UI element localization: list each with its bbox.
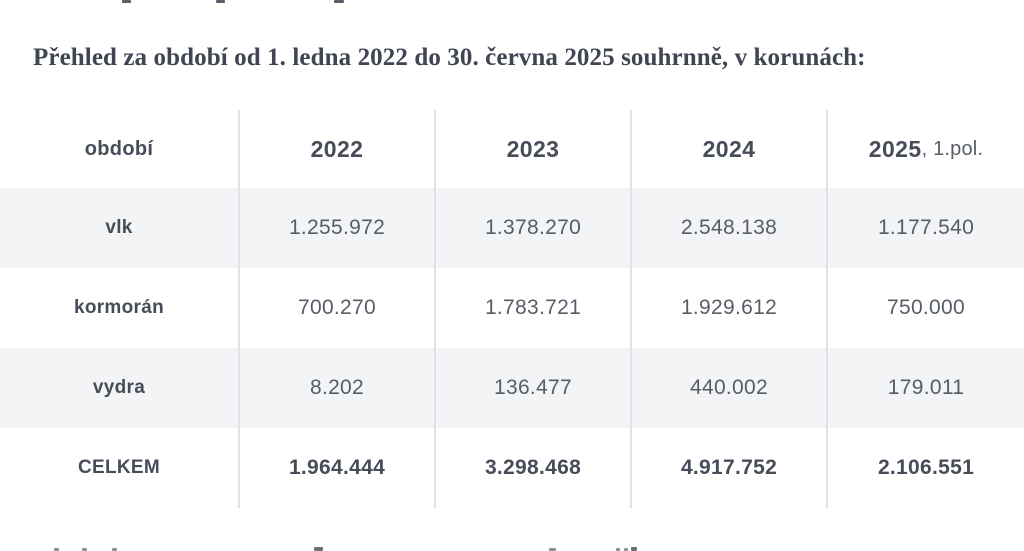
table-cell: 1.783.721 bbox=[434, 268, 630, 348]
column-header-obdobi: období bbox=[84, 137, 154, 160]
column-header-2025-suffix: , 1.pol. bbox=[921, 137, 984, 160]
table-cell: 440.002 bbox=[630, 348, 826, 428]
column-header-2025: 2025, 1.pol. bbox=[826, 110, 1024, 188]
row-label-vydra: vydra bbox=[92, 377, 146, 398]
column-header-2024: 2024 bbox=[630, 110, 826, 188]
table-header-row: období 2022 2023 2024 2025, 1.pol. bbox=[0, 110, 1024, 188]
column-header-2023: 2023 bbox=[434, 110, 630, 188]
table-row-kormoran: kormorán 700.270 1.783.721 1.929.612 750… bbox=[0, 268, 1024, 348]
cropped-text-remnant-top bbox=[334, 0, 344, 3]
column-header-2025-year: 2025 bbox=[868, 135, 922, 162]
cropped-text-remnant-bottom bbox=[112, 548, 117, 551]
cropped-text-remnant-top bbox=[216, 0, 225, 3]
cropped-text-remnant-bottom bbox=[549, 548, 556, 551]
cropped-text-remnant-bottom bbox=[616, 548, 620, 551]
table-row-vydra: vydra 8.202 136.477 440.002 179.011 bbox=[0, 348, 1024, 428]
cropped-text-remnant-bottom bbox=[314, 547, 323, 551]
column-header-2022: 2022 bbox=[238, 110, 434, 188]
table-cell: 2.548.138 bbox=[630, 188, 826, 268]
data-table: období 2022 2023 2024 2025, 1.pol. vlk 1… bbox=[0, 110, 1024, 508]
table-cell-total: 4.917.752 bbox=[630, 428, 826, 508]
cropped-text-remnant-bottom bbox=[54, 548, 59, 551]
table-cell: 136.477 bbox=[434, 348, 630, 428]
cropped-text-remnant-bottom bbox=[624, 548, 628, 551]
table-cell-total: 1.964.444 bbox=[238, 428, 434, 508]
row-label-vlk: vlk bbox=[105, 217, 133, 238]
table-cell: 1.255.972 bbox=[238, 188, 434, 268]
section-title: Přehled za období od 1. ledna 2022 do 30… bbox=[33, 44, 866, 71]
table-cell: 1.378.270 bbox=[434, 188, 630, 268]
cropped-text-remnant-top bbox=[122, 0, 131, 3]
table-row-vlk: vlk 1.255.972 1.378.270 2.548.138 1.177.… bbox=[0, 188, 1024, 268]
table-cell: 750.000 bbox=[826, 268, 1024, 348]
table-cell-total: 2.106.551 bbox=[826, 428, 1024, 508]
cropped-text-remnant-bottom bbox=[631, 547, 637, 551]
table-cell: 8.202 bbox=[238, 348, 434, 428]
table-row-celkem: CELKEM 1.964.444 3.298.468 4.917.752 2.1… bbox=[0, 428, 1024, 508]
cropped-text-remnant-bottom bbox=[82, 548, 87, 551]
table-cell: 1.929.612 bbox=[630, 268, 826, 348]
table-cell: 179.011 bbox=[826, 348, 1024, 428]
table-cell: 1.177.540 bbox=[826, 188, 1024, 268]
row-label-celkem: CELKEM bbox=[77, 457, 161, 478]
row-label-kormoran: kormorán bbox=[73, 297, 165, 318]
table-cell: 700.270 bbox=[238, 268, 434, 348]
table-cell-total: 3.298.468 bbox=[434, 428, 630, 508]
